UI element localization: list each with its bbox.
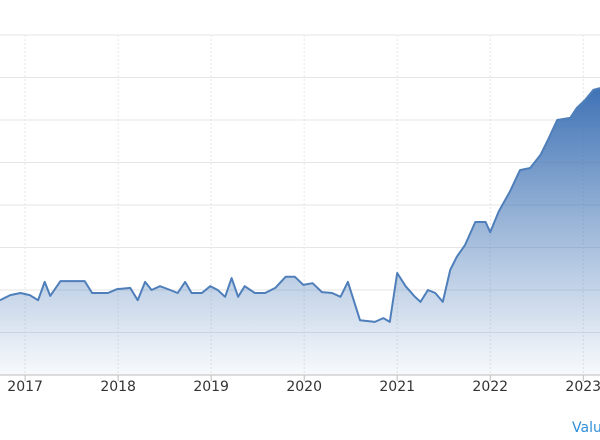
legend-label: Valu xyxy=(572,420,600,436)
x-tick-label: 2018 xyxy=(100,379,136,395)
x-tick-label: 2022 xyxy=(472,379,508,395)
x-tick-label: 2019 xyxy=(193,379,229,395)
area xyxy=(0,88,600,375)
line xyxy=(0,87,600,323)
x-tick-label: 2020 xyxy=(286,379,322,395)
x-tick-label: 2017 xyxy=(7,379,43,395)
x-tick-label: 2023 xyxy=(565,379,600,395)
x-tick-label: 2021 xyxy=(379,379,415,395)
